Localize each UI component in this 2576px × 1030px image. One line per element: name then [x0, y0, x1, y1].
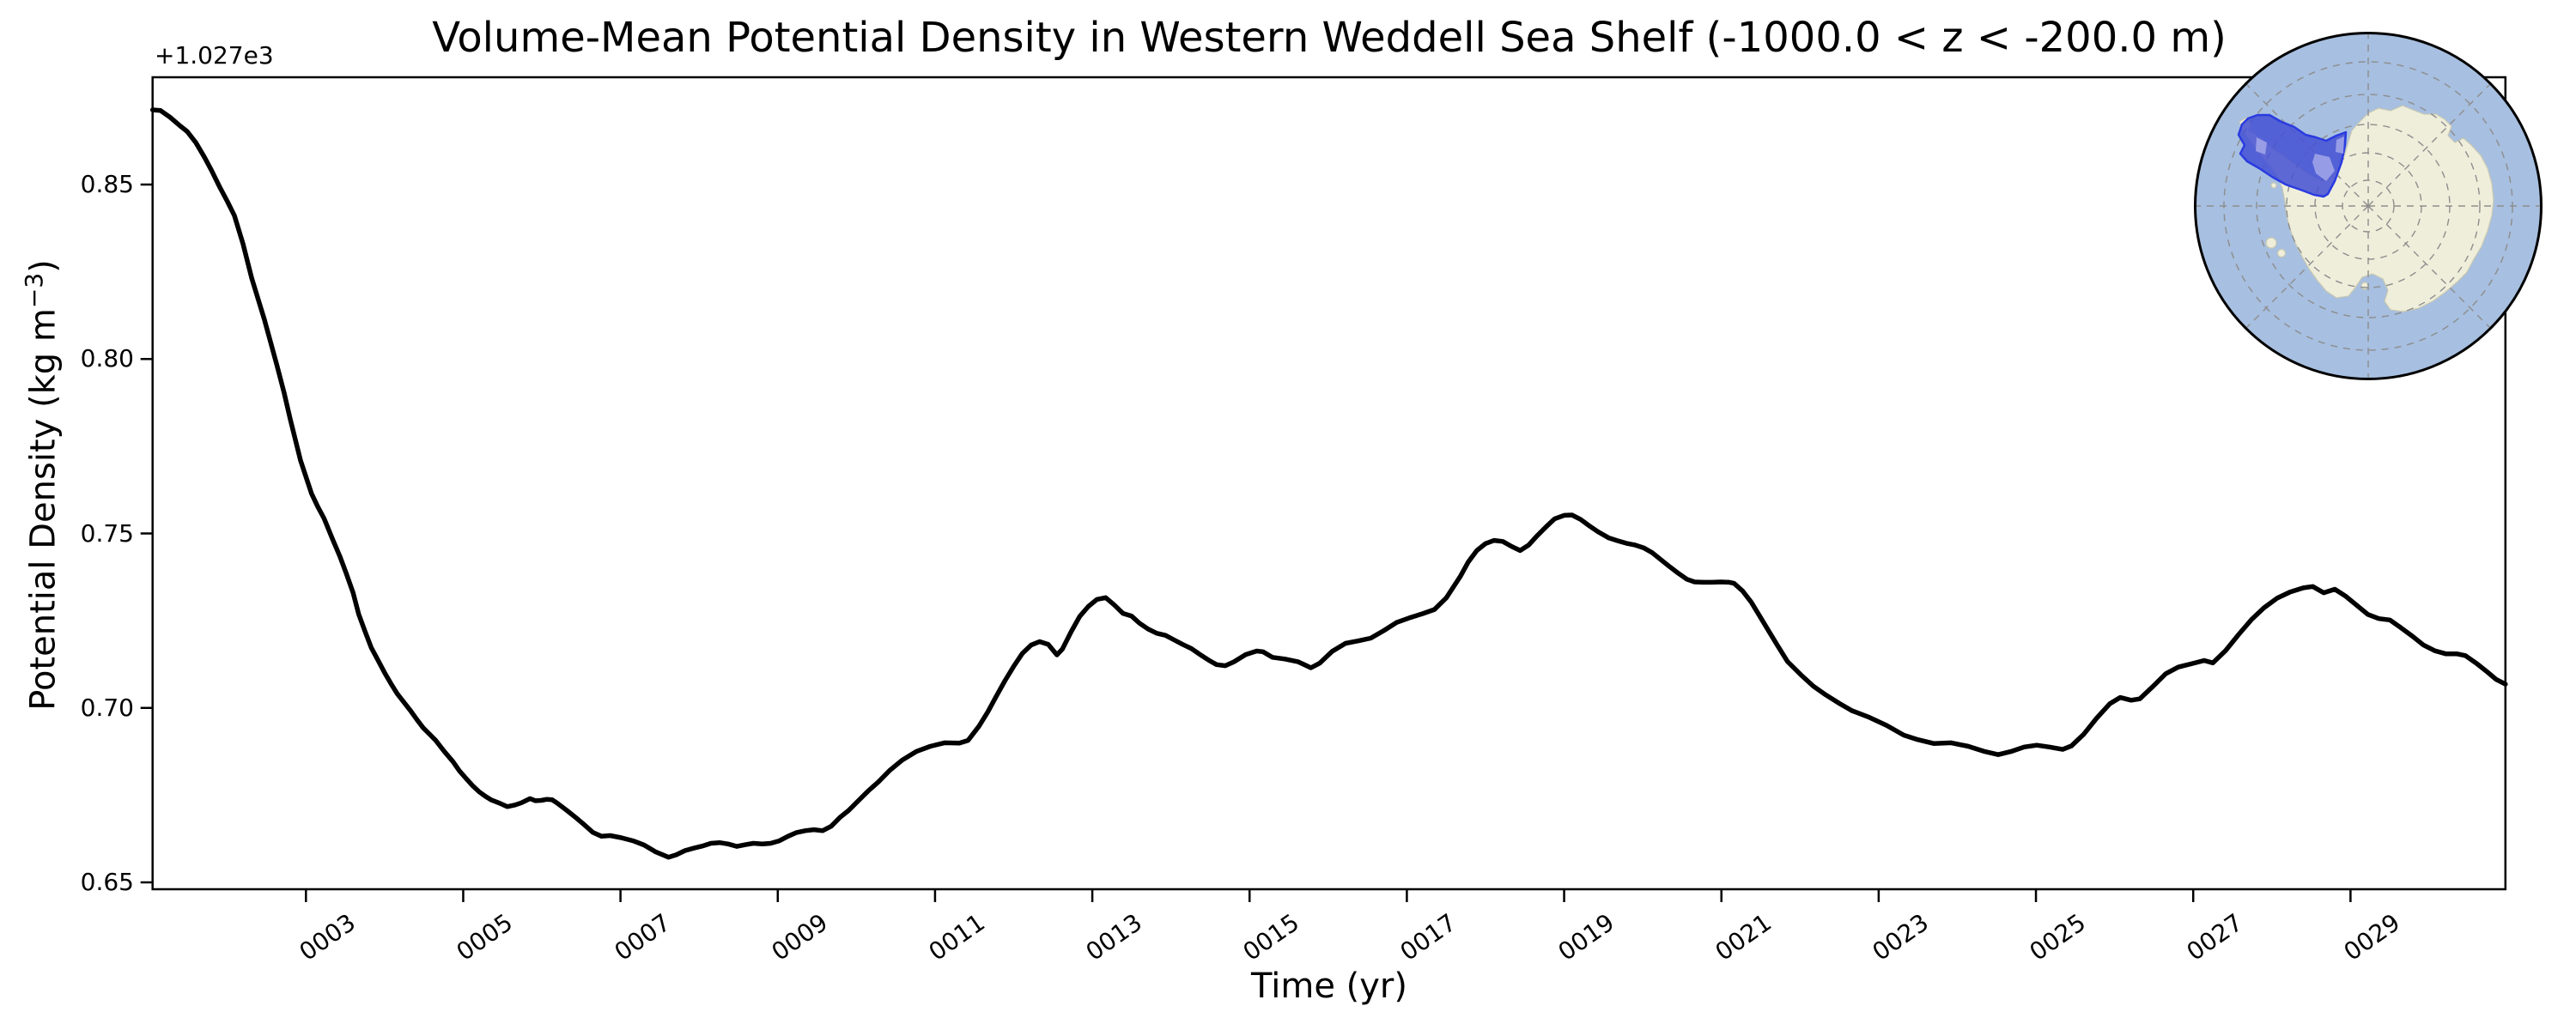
y-tick-label: 0.75: [80, 518, 134, 548]
y-tick-label: 0.80: [80, 344, 134, 373]
y-tick-label: 0.70: [80, 693, 134, 722]
y-axis-offset-text: +1.027e3: [155, 41, 274, 70]
axes-frame: [151, 76, 2507, 891]
potential-density-curve: [149, 107, 2508, 860]
meridian-line: [2245, 83, 2369, 207]
meridian-line: [2367, 83, 2491, 207]
y-axis-label: Potential Density (kg m−3): [20, 259, 64, 711]
x-axis-label: Time (yr): [1251, 966, 1407, 1006]
meridian-line: [2245, 205, 2369, 329]
graticule-lines: [2196, 34, 2540, 378]
weddell-region-highlight: [2237, 113, 2348, 198]
y-tick-label: 0.85: [80, 170, 134, 198]
inset-globe-outline: [2194, 32, 2543, 380]
latitude-circle: [2256, 94, 2481, 318]
y-tick-label: 0.65: [80, 868, 134, 896]
tick-marks: [140, 183, 2352, 902]
meridian-line: [2367, 205, 2491, 329]
antarctica-inset-map: [2194, 32, 2543, 380]
chart-title: Volume-Mean Potential Density in Western…: [432, 14, 2227, 62]
